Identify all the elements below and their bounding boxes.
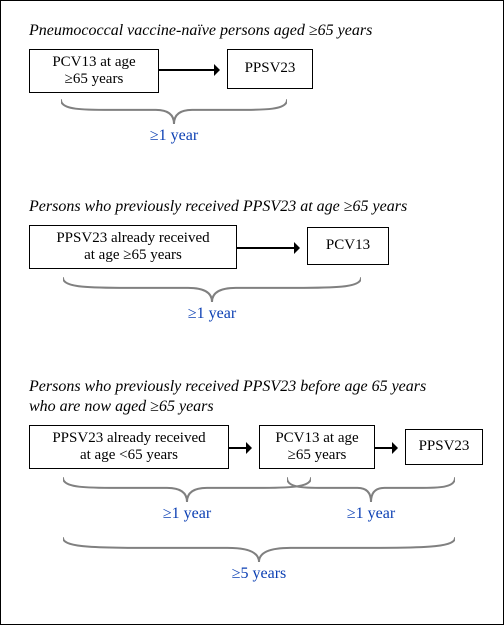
sequence-arrow bbox=[375, 447, 397, 449]
vaccine-box: PPSV23 already receivedat age <65 years bbox=[29, 425, 229, 469]
interval-label: ≥5 years bbox=[219, 565, 299, 583]
interval-label: ≥1 year bbox=[331, 505, 411, 523]
sequence-arrow bbox=[159, 69, 219, 71]
diagram-canvas: Pneumococcal vaccine-naïve persons aged … bbox=[0, 0, 504, 625]
vaccine-box: PPSV23 already receivedat age ≥65 years bbox=[29, 225, 237, 269]
interval-brace bbox=[287, 477, 455, 503]
interval-label: ≥1 year bbox=[172, 305, 252, 323]
interval-brace bbox=[61, 99, 287, 125]
vaccine-box: PCV13 at age≥65 years bbox=[259, 425, 375, 469]
vaccine-box: PCV13 at age≥65 years bbox=[29, 49, 159, 93]
interval-label: ≥1 year bbox=[134, 127, 214, 145]
interval-brace bbox=[63, 277, 361, 303]
interval-brace bbox=[63, 537, 455, 563]
section-heading: Persons who previously received PPSV23 a… bbox=[29, 197, 489, 217]
sequence-arrow bbox=[229, 447, 251, 449]
section-heading: Pneumococcal vaccine-naïve persons aged … bbox=[29, 21, 469, 41]
sequence-arrow bbox=[237, 247, 299, 249]
section-heading: Persons who previously received PPSV23 b… bbox=[29, 377, 489, 417]
vaccine-box: PPSV23 bbox=[405, 429, 483, 465]
interval-brace bbox=[63, 477, 311, 503]
interval-label: ≥1 year bbox=[147, 505, 227, 523]
vaccine-box: PCV13 bbox=[307, 227, 389, 265]
vaccine-box: PPSV23 bbox=[227, 49, 313, 89]
